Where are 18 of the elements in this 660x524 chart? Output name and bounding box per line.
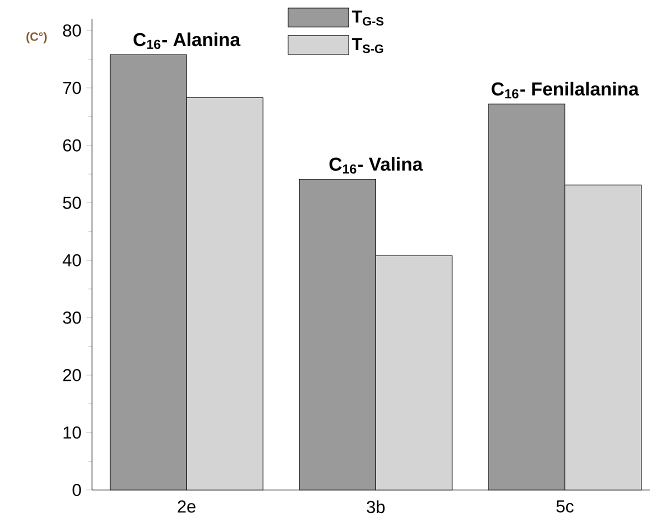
legend-label: T$_{G-S}$ <box>352 10 384 26</box>
y-tick-label: 60 <box>63 139 81 152</box>
y-axis-title: (C°) <box>26 32 47 44</box>
y-tick-label: 10 <box>64 426 81 439</box>
y-tick-label: 80 <box>63 24 81 37</box>
y-tick-label: 0 <box>72 484 81 496</box>
y-tick-label: 30 <box>62 312 81 324</box>
annotation: C$_{16}$- Fenilalanina <box>492 82 639 98</box>
y-tick-label: 20 <box>63 368 81 382</box>
x-tick-label: 2e <box>178 500 196 513</box>
legend-label: T$_{S-G}$ <box>352 38 384 54</box>
y-tick-label: 70 <box>63 82 81 94</box>
y-tick-label: 50 <box>63 196 81 209</box>
annotation: C$_{16}$- Valina <box>329 157 423 174</box>
x-tick-label: 3b <box>366 500 385 514</box>
annotation: C$_{16}$- Alanina <box>134 32 240 50</box>
x-tick-label: 5c <box>556 500 574 512</box>
y-tick-label: 40 <box>62 254 81 266</box>
